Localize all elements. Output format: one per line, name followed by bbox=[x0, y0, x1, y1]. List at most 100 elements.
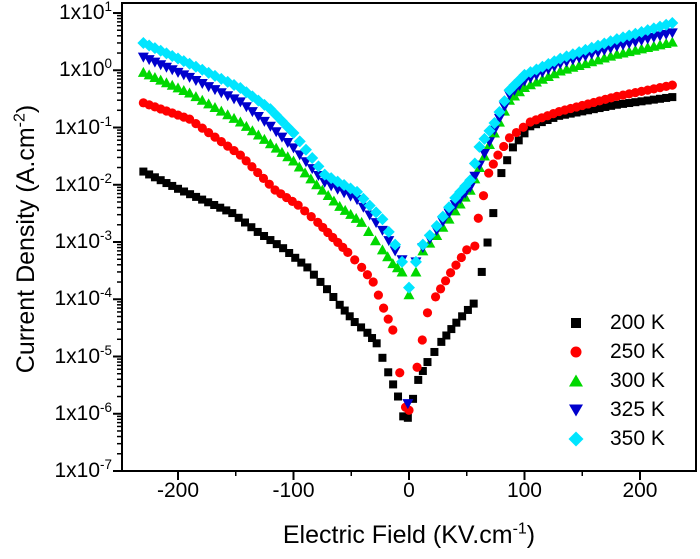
data-point bbox=[668, 93, 677, 102]
y-tick-label: 1x100 bbox=[58, 56, 112, 82]
data-point bbox=[463, 305, 472, 314]
data-point bbox=[410, 266, 422, 277]
data-point bbox=[667, 80, 677, 90]
data-point bbox=[542, 71, 554, 82]
data-point bbox=[311, 179, 323, 190]
data-point bbox=[357, 323, 366, 332]
data-point bbox=[389, 246, 401, 257]
data-point bbox=[282, 151, 294, 162]
data-point bbox=[246, 125, 258, 136]
data-point bbox=[204, 198, 213, 207]
data-point bbox=[666, 16, 679, 29]
data-point bbox=[285, 248, 294, 257]
data-point bbox=[166, 79, 178, 90]
data-point bbox=[452, 318, 461, 327]
data-point bbox=[518, 81, 530, 92]
data-point bbox=[489, 209, 498, 218]
data-point bbox=[619, 99, 628, 108]
data-point bbox=[422, 308, 433, 318]
data-point bbox=[306, 152, 319, 165]
data-point bbox=[234, 213, 243, 222]
data-point bbox=[483, 238, 492, 247]
data-point bbox=[469, 171, 481, 182]
x-axis-title-exponent: -1 bbox=[512, 520, 527, 538]
data-point bbox=[548, 68, 560, 79]
y-tick-label: 1x10-2 bbox=[54, 170, 113, 196]
x-axis-title-text: Electric Field (KV.cm bbox=[282, 521, 513, 549]
data-point bbox=[387, 258, 399, 269]
y-tick-label: 1x10-5 bbox=[54, 342, 113, 368]
data-point bbox=[595, 104, 604, 113]
data-point bbox=[197, 123, 207, 133]
data-point bbox=[247, 162, 257, 172]
data-point bbox=[417, 335, 427, 345]
data-point bbox=[617, 40, 629, 51]
data-point bbox=[391, 262, 403, 273]
data-point bbox=[478, 191, 489, 201]
data-point bbox=[612, 100, 621, 109]
data-point bbox=[631, 98, 640, 107]
data-point bbox=[228, 112, 240, 123]
data-point bbox=[196, 94, 208, 105]
data-point bbox=[376, 244, 388, 255]
data-point bbox=[435, 284, 446, 294]
data-point bbox=[287, 127, 300, 140]
data-point bbox=[578, 107, 587, 116]
data-point bbox=[252, 129, 264, 140]
data-point bbox=[378, 303, 389, 313]
data-point bbox=[139, 167, 148, 176]
data-point bbox=[309, 270, 318, 279]
data-point bbox=[473, 140, 486, 153]
data-point bbox=[357, 192, 370, 205]
triangle-down-legend-marker-icon bbox=[569, 404, 583, 416]
data-point bbox=[156, 176, 165, 185]
data-point bbox=[235, 150, 245, 160]
x-axis-title: Electric Field (KV.cm-1) bbox=[122, 521, 696, 550]
data-point bbox=[592, 47, 604, 58]
data-point bbox=[418, 366, 427, 375]
legend-item: 325 K bbox=[564, 395, 665, 424]
data-point bbox=[229, 145, 239, 156]
data-point bbox=[240, 120, 252, 131]
data-point bbox=[192, 192, 201, 201]
legend-item: 300 K bbox=[564, 366, 665, 395]
data-point bbox=[222, 109, 234, 120]
data-point bbox=[416, 238, 429, 251]
data-point bbox=[240, 102, 252, 113]
data-point bbox=[403, 289, 415, 300]
data-point bbox=[469, 299, 478, 308]
data-point bbox=[414, 375, 423, 384]
data-point bbox=[442, 331, 451, 340]
data-point bbox=[511, 127, 522, 138]
data-point bbox=[598, 45, 610, 56]
data-point bbox=[323, 285, 331, 294]
x-tick-label: 0 bbox=[403, 479, 415, 502]
data-point bbox=[303, 263, 312, 272]
data-point bbox=[382, 251, 394, 262]
data-point bbox=[383, 236, 395, 247]
data-point bbox=[297, 258, 306, 267]
data-point bbox=[449, 200, 461, 211]
legend-label: 350 K bbox=[610, 426, 665, 450]
data-point bbox=[383, 314, 393, 324]
data-point bbox=[137, 52, 149, 63]
data-point bbox=[443, 208, 455, 219]
y-tick-label: 1x10-3 bbox=[54, 228, 113, 253]
data-point bbox=[395, 368, 405, 378]
data-point bbox=[264, 138, 276, 149]
data-point bbox=[666, 28, 678, 39]
data-point bbox=[430, 220, 443, 233]
data-point bbox=[264, 121, 276, 132]
diamond-legend-marker-icon bbox=[568, 431, 584, 446]
legend-label: 325 K bbox=[610, 397, 665, 421]
data-point bbox=[343, 247, 353, 257]
data-point bbox=[258, 173, 269, 183]
data-point bbox=[488, 116, 501, 129]
data-point bbox=[222, 206, 231, 215]
data-point bbox=[356, 216, 368, 227]
data-point bbox=[252, 112, 264, 123]
data-point bbox=[293, 161, 305, 172]
data-point bbox=[335, 300, 344, 309]
data-point bbox=[430, 347, 439, 356]
data-point bbox=[436, 210, 449, 223]
